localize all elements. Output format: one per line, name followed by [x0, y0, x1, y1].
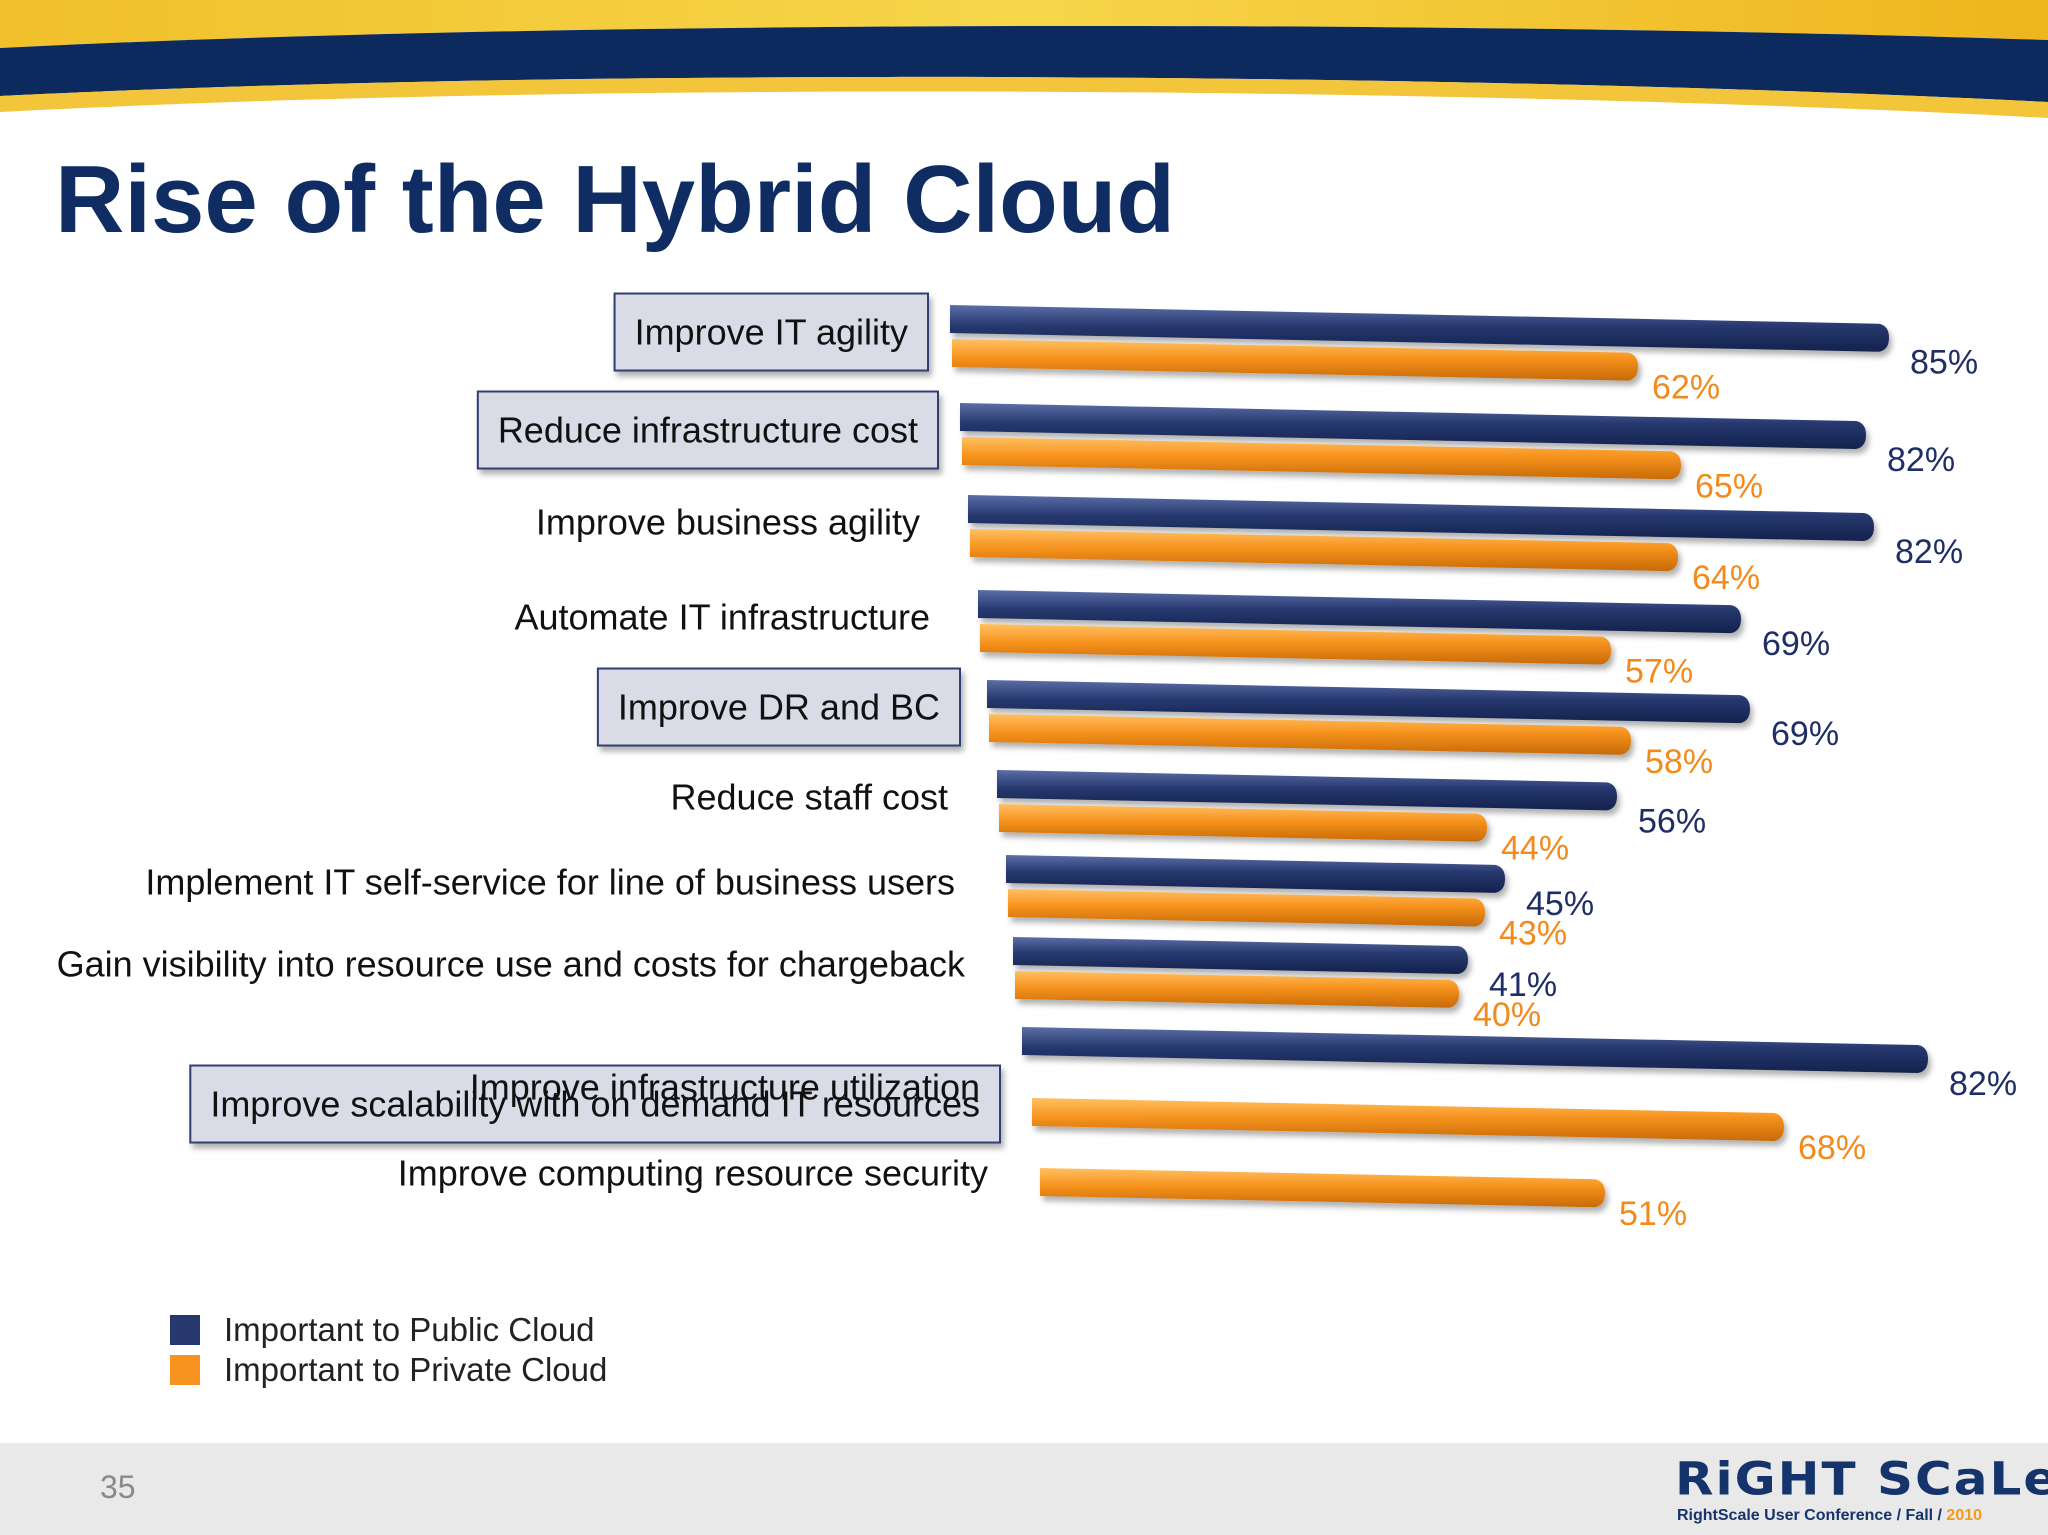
data-label-public: 82% — [1895, 533, 1963, 571]
data-label-public: 69% — [1771, 715, 1839, 753]
category-highlight-box — [476, 390, 939, 470]
legend-item-private: Important to Private Cloud — [170, 1350, 607, 1390]
bar-private — [989, 714, 1631, 755]
category-label: Improve computing resource security — [398, 1153, 988, 1194]
data-label-public: 45% — [1526, 885, 1594, 923]
legend-label-private: Important to Private Cloud — [224, 1351, 608, 1388]
bar-private — [962, 437, 1681, 480]
bar-private — [952, 339, 1638, 381]
category-label: Gain visibility into resource use and co… — [57, 944, 966, 985]
category-label: Implement IT self-service for line of bu… — [145, 862, 955, 903]
data-label-public: 69% — [1762, 625, 1830, 663]
chart-legend: Important to Public Cloud Important to P… — [170, 1310, 607, 1390]
data-label-private: 44% — [1501, 830, 1569, 868]
legend-item-public: Important to Public Cloud — [170, 1310, 607, 1350]
data-label-private: 40% — [1473, 996, 1541, 1034]
category-highlight-box — [613, 292, 929, 372]
bar-private — [1008, 889, 1485, 927]
rightscale-logo: RiGHT SCaLe RightScale User Conference /… — [1675, 1453, 2048, 1527]
category-highlight-box — [596, 667, 961, 747]
data-label-private: 58% — [1645, 743, 1713, 781]
slide-title: Rise of the Hybrid Cloud — [55, 146, 1176, 253]
legend-swatch-private — [170, 1355, 200, 1385]
bar-public — [1013, 937, 1468, 975]
data-label-private: 43% — [1499, 914, 1567, 952]
bar-chart: Improve IT agility 85% 62% Reduce infrastru… — [57, 292, 2017, 1233]
bar-private — [1015, 971, 1459, 1008]
data-label-public: 41% — [1489, 966, 1557, 1004]
category-label: Improve IT agility — [635, 312, 908, 353]
data-label-public: 56% — [1638, 802, 1706, 840]
data-label-private: 65% — [1695, 467, 1763, 505]
bar-private — [1040, 1168, 1605, 1208]
category-label: Improve scalability with on demand IT re… — [210, 1084, 980, 1125]
bar-private — [970, 529, 1678, 572]
logo-year: 2010 — [1946, 1507, 1983, 1524]
data-label-private: 68% — [1798, 1129, 1866, 1167]
category-label: Improve DR and BC — [618, 687, 940, 728]
category-label: Automate IT infrastructure — [514, 597, 930, 638]
data-label-public: 85% — [1910, 344, 1978, 382]
bar-public — [997, 770, 1617, 811]
bar-public — [978, 590, 1741, 634]
category-label: Reduce staff cost — [671, 777, 949, 818]
footer: 35 RiGHT SCaLe RightScale User Conferenc… — [0, 1443, 2048, 1535]
logo-wordmark: RiGHT SCaLe — [1675, 1453, 2048, 1506]
bar-public — [968, 495, 1874, 542]
logo-tagline: RightScale User Conference / Fall / 2010 — [1677, 1507, 1982, 1525]
data-label-public: 82% — [1887, 441, 1955, 479]
bar-public — [960, 403, 1866, 450]
data-label-public: 82% — [1949, 1065, 2017, 1103]
legend-swatch-public — [170, 1315, 200, 1345]
category-label: Reduce infrastructure cost — [498, 410, 918, 451]
bar-public — [987, 680, 1750, 724]
category-highlight-box — [189, 1064, 1001, 1144]
bar-private — [1032, 1098, 1784, 1141]
bar-public — [1006, 855, 1505, 893]
category-label: Improve infrastructure utilization — [470, 1067, 980, 1108]
data-label-private: 64% — [1692, 559, 1760, 597]
category-label: Improve business agility — [536, 502, 920, 543]
page-number: 35 — [100, 1469, 136, 1505]
bar-public — [1022, 1027, 1928, 1074]
data-label-private: 51% — [1619, 1195, 1687, 1233]
legend-label-public: Important to Public Cloud — [224, 1311, 595, 1348]
logo-tagline-text: RightScale User Conference / Fall / — [1677, 1507, 1947, 1524]
header-band — [0, 0, 2048, 125]
data-label-private: 62% — [1652, 369, 1720, 407]
data-label-private: 57% — [1625, 653, 1693, 691]
bar-private — [980, 624, 1611, 665]
bar-public — [950, 305, 1889, 352]
bar-private — [999, 804, 1487, 842]
